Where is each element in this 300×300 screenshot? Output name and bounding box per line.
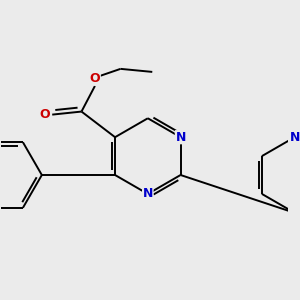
Text: O: O <box>90 72 100 85</box>
Text: O: O <box>39 108 50 121</box>
Text: N: N <box>142 188 153 200</box>
Text: N: N <box>290 131 300 144</box>
Text: N: N <box>176 131 186 144</box>
